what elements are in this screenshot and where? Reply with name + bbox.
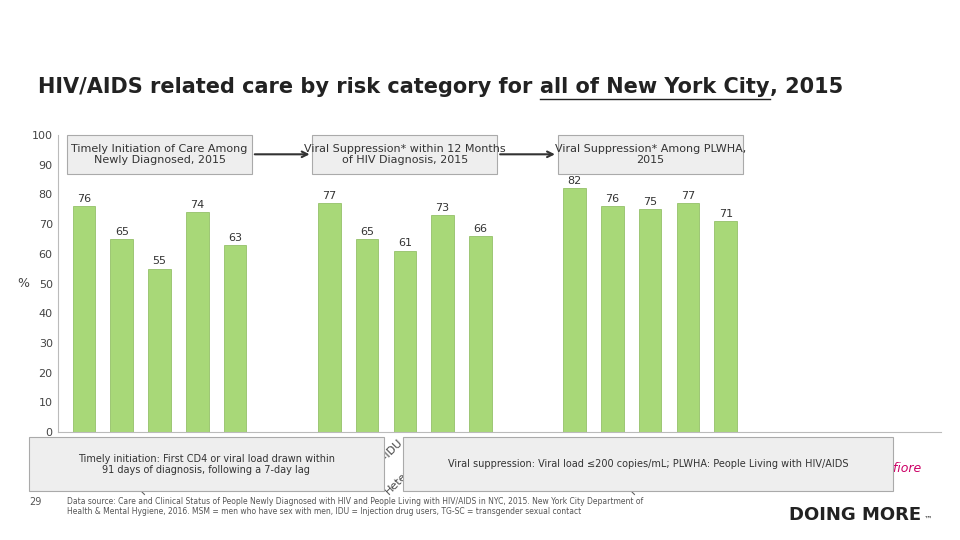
Bar — [601, 206, 624, 432]
Bar — [356, 239, 378, 432]
Text: Viral suppression: Viral load ≤200 copies/mL; PLWHA: People Living with HIV/AIDS: Viral suppression: Viral load ≤200 copie… — [447, 460, 849, 469]
Text: , 2015: , 2015 — [770, 77, 843, 97]
Text: 66: 66 — [473, 224, 488, 234]
Text: 76: 76 — [606, 194, 619, 204]
Bar — [714, 221, 737, 432]
Text: Timely Initiation of Care Among
Newly Diagnosed, 2015: Timely Initiation of Care Among Newly Di… — [71, 144, 248, 165]
Text: 71: 71 — [719, 209, 732, 219]
Text: 73: 73 — [436, 203, 449, 213]
Bar — [638, 209, 661, 432]
Bar — [394, 251, 417, 432]
Text: 63: 63 — [228, 233, 242, 242]
Text: 65: 65 — [360, 227, 374, 237]
Bar — [677, 203, 699, 432]
Text: Data source: Care and Clinical Status of People Newly Diagnosed with HIV and Peo: Data source: Care and Clinical Status of… — [67, 497, 643, 516]
Text: 82: 82 — [567, 176, 582, 186]
Bar — [148, 268, 171, 432]
Text: 65: 65 — [115, 227, 129, 237]
Text: DOING MORE: DOING MORE — [789, 506, 922, 524]
Text: 61: 61 — [397, 239, 412, 248]
Bar — [186, 212, 208, 432]
Text: Viral Suppression* Among PLWHA,
2015: Viral Suppression* Among PLWHA, 2015 — [555, 144, 746, 165]
Text: Viral Suppression* within 12 Months
of HIV Diagnosis, 2015: Viral Suppression* within 12 Months of H… — [304, 144, 506, 165]
Y-axis label: %: % — [17, 277, 30, 290]
Text: 77: 77 — [681, 191, 695, 201]
Text: 29: 29 — [29, 497, 41, 507]
Text: 74: 74 — [190, 200, 204, 210]
Text: ™: ™ — [924, 515, 932, 524]
Bar — [224, 245, 247, 432]
Bar — [431, 215, 454, 432]
Text: 75: 75 — [643, 197, 658, 207]
Bar — [564, 188, 586, 432]
Text: Timely initiation: First CD4 or viral load drawn within
91 days of diagnosis, fo: Timely initiation: First CD4 or viral lo… — [78, 454, 335, 475]
Bar — [73, 206, 95, 432]
Text: Montefiore: Montefiore — [854, 462, 922, 475]
Bar — [469, 236, 492, 432]
Bar — [318, 203, 341, 432]
Text: 55: 55 — [153, 256, 166, 266]
Text: all of New York City: all of New York City — [540, 77, 770, 97]
Text: HIV/AIDS related care by risk category for: HIV/AIDS related care by risk category f… — [38, 77, 540, 97]
Bar — [110, 239, 133, 432]
Text: 76: 76 — [77, 194, 91, 204]
Text: 77: 77 — [323, 191, 336, 201]
